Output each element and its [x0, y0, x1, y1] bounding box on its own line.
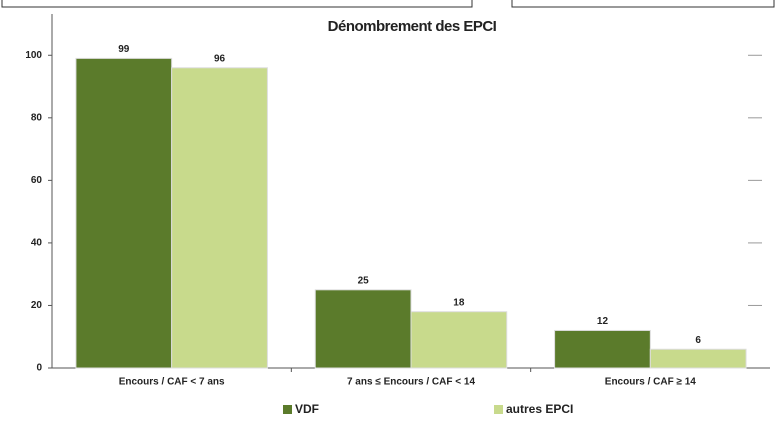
- bar: [75, 57, 173, 369]
- y-tick-label: 60: [31, 175, 43, 186]
- data-label: 6: [695, 335, 701, 346]
- cropped-table-borders: [1, 0, 775, 8]
- y-tick-label: 20: [31, 300, 43, 311]
- y-tick-label: 80: [31, 112, 43, 123]
- bar: [554, 329, 651, 369]
- data-label: 25: [358, 275, 370, 286]
- x-tick-label: 7 ans ≤ Encours / CAF < 14: [347, 377, 475, 388]
- bar: [410, 311, 508, 369]
- x-tick-label: Encours / CAF ≥ 14: [605, 377, 697, 388]
- bar: [314, 289, 412, 369]
- y-tick-label: 100: [25, 50, 42, 61]
- data-label: 96: [214, 53, 226, 64]
- data-label: 99: [118, 44, 130, 55]
- chart-title: Dénombrement des EPCI: [328, 18, 497, 35]
- legend-swatch: [283, 405, 292, 414]
- legend-label: autres EPCI: [506, 402, 573, 416]
- data-label: 18: [453, 297, 465, 308]
- bar: [649, 348, 747, 369]
- y-tick-label: 40: [31, 238, 43, 249]
- x-tick-label: Encours / CAF < 7 ans: [119, 377, 225, 388]
- legend-swatch: [494, 405, 503, 414]
- bar: [171, 67, 268, 369]
- legend-label: VDF: [295, 402, 319, 416]
- data-label: 12: [597, 316, 609, 327]
- y-tick-label: 0: [36, 363, 42, 374]
